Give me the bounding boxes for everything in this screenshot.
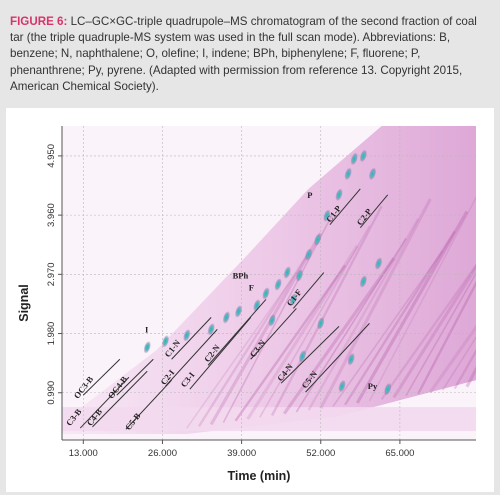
elution-streak bbox=[319, 198, 432, 410]
compound-spot bbox=[347, 352, 355, 366]
compound-spot bbox=[359, 275, 368, 288]
figure-caption: FIGURE 6: LC–GC×GC-triple quadrupole–MS … bbox=[10, 14, 493, 95]
compound-spot bbox=[317, 317, 325, 330]
elution-streak bbox=[197, 252, 310, 427]
elution-streak bbox=[209, 232, 323, 426]
figure-label: FIGURE 6: bbox=[10, 15, 68, 28]
compound-spot bbox=[268, 314, 276, 327]
compound-spot bbox=[207, 323, 215, 336]
y-tick-label: 2.970 bbox=[46, 262, 57, 286]
compound-spot bbox=[344, 167, 352, 181]
compound-spot bbox=[253, 299, 261, 312]
compound-label: P bbox=[307, 190, 312, 200]
figure-caption-text: LC–GC×GC-triple quadrupole–MS chromatogr… bbox=[10, 15, 477, 93]
compound-spot bbox=[350, 152, 358, 166]
x-tick-label: 65.000 bbox=[385, 448, 414, 459]
compound-spot bbox=[262, 287, 270, 300]
y-axis-label: Signal bbox=[17, 284, 31, 322]
elution-streak bbox=[453, 348, 476, 390]
compound-spot bbox=[304, 248, 313, 261]
compound-spot bbox=[283, 266, 291, 279]
x-tick-label: 39.000 bbox=[227, 448, 256, 459]
signal-band bbox=[62, 126, 476, 435]
y-tick-label: 4.950 bbox=[46, 144, 57, 168]
compound-label: F bbox=[249, 282, 254, 292]
trend-line bbox=[329, 188, 361, 226]
compound-label: Py bbox=[368, 381, 378, 391]
compound-spot bbox=[183, 329, 191, 342]
x-tick-label: 13.000 bbox=[69, 448, 98, 459]
x-axis-label: Time (min) bbox=[228, 469, 291, 483]
trend-line bbox=[82, 358, 121, 396]
x-tick-label: 26.000 bbox=[148, 448, 177, 459]
trend-line bbox=[292, 272, 325, 309]
trend-line bbox=[92, 370, 148, 428]
elution-streak bbox=[405, 271, 476, 397]
trend-line bbox=[305, 323, 370, 393]
compound-spot bbox=[368, 167, 377, 181]
elution-streak bbox=[417, 280, 476, 395]
compound-spot bbox=[234, 305, 243, 318]
trend-line bbox=[250, 308, 297, 360]
elution-streak bbox=[380, 263, 476, 401]
compound-spot bbox=[222, 311, 231, 324]
y-tick-label: 1.980 bbox=[46, 322, 57, 346]
compound-spot bbox=[374, 257, 383, 270]
elution-streak bbox=[282, 257, 396, 415]
plot-area bbox=[62, 126, 476, 440]
elution-streak bbox=[429, 324, 476, 394]
compound-spot bbox=[298, 350, 307, 363]
elution-streak bbox=[368, 195, 476, 402]
compound-label: I bbox=[145, 324, 149, 334]
compound-spot bbox=[323, 209, 331, 222]
trend-line bbox=[171, 317, 212, 360]
trend-line bbox=[165, 329, 218, 387]
compound-spot bbox=[314, 233, 322, 246]
trend-line bbox=[189, 317, 252, 390]
y-tick-label: 3.960 bbox=[46, 203, 57, 227]
compound-spot bbox=[335, 188, 343, 202]
compound-spot bbox=[384, 382, 392, 396]
elution-streak bbox=[355, 210, 469, 404]
compound-spot bbox=[289, 293, 297, 306]
trend-line bbox=[79, 376, 130, 429]
elution-streak bbox=[259, 225, 371, 418]
compound-spot bbox=[274, 278, 282, 291]
elution-streak bbox=[234, 264, 347, 422]
compound-spot bbox=[359, 149, 368, 163]
elution-streak bbox=[392, 264, 476, 399]
y-tick-label: 0.990 bbox=[46, 381, 57, 405]
chromatogram-chart: 13.000 26.000 39.000 52.000 65.000 0.990 1.980… bbox=[17, 126, 476, 483]
chart-panel: 13.000 26.000 39.000 52.000 65.000 0.990 1.980… bbox=[6, 108, 494, 492]
baseline-band bbox=[62, 407, 476, 432]
compound-spot bbox=[295, 269, 304, 282]
trend-line bbox=[116, 358, 154, 396]
trend-line bbox=[359, 194, 389, 228]
elution-streak bbox=[270, 205, 383, 417]
trend-line bbox=[125, 379, 172, 430]
trend-line bbox=[207, 299, 267, 366]
axes: 13.000 26.000 39.000 52.000 65.000 0.990 1.980… bbox=[46, 126, 476, 459]
elution-streak bbox=[332, 250, 444, 407]
compound-spot bbox=[338, 379, 346, 393]
x-tick-label: 52.000 bbox=[306, 448, 335, 459]
elution-streak bbox=[344, 230, 456, 406]
elution-streak bbox=[441, 335, 476, 391]
compound-spot bbox=[161, 335, 170, 348]
compound-label: BPh bbox=[233, 271, 249, 281]
compound-spot bbox=[143, 341, 151, 354]
trend-line bbox=[280, 326, 340, 384]
